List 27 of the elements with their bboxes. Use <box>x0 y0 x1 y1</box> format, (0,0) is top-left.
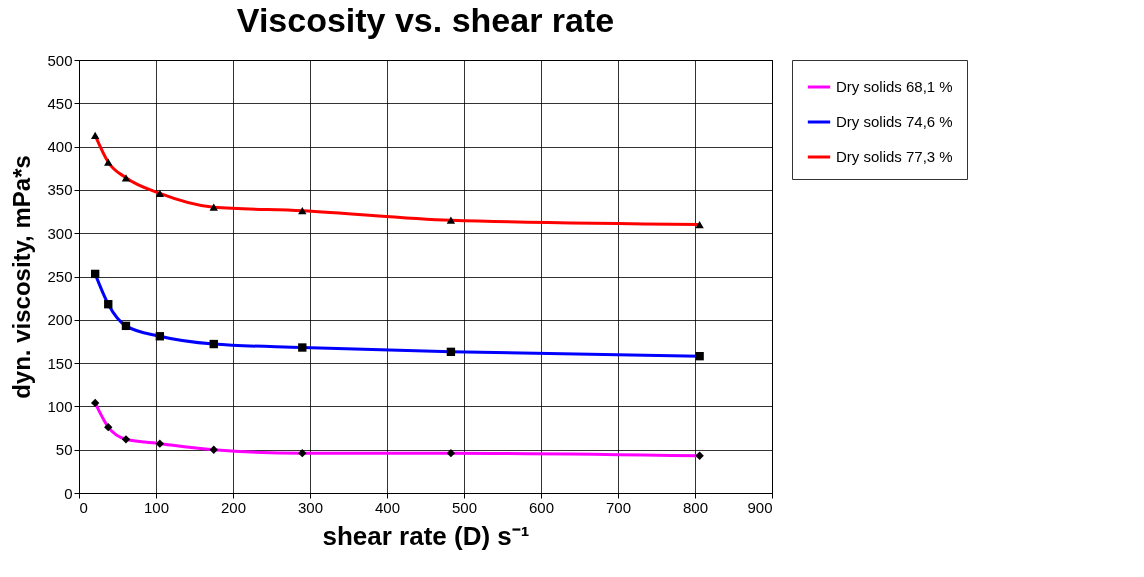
y-tick-label: 500 <box>47 51 73 69</box>
x-tick-label: 500 <box>451 498 478 516</box>
y-tick-label: 250 <box>47 268 73 285</box>
y-tick-label: 350 <box>47 181 73 199</box>
x-tick-label: 100 <box>143 498 170 516</box>
x-tick-label: 900 <box>747 498 773 516</box>
x-tick-label: 200 <box>220 498 247 516</box>
x-tick-label: 700 <box>605 498 632 516</box>
y-tick-label: 150 <box>47 354 73 372</box>
y-tick-label: 400 <box>47 138 73 156</box>
x-tick-label: 0 <box>79 498 88 516</box>
x-axis-title: shear rate (D) s⁻¹ <box>322 520 530 551</box>
y-tick-label: 300 <box>47 224 73 242</box>
x-tick-label: 600 <box>528 498 555 516</box>
x-tick-label: 400 <box>374 498 401 516</box>
legend-label: Dry solids 74,6 % <box>836 113 953 130</box>
y-tick-label: 50 <box>55 441 73 459</box>
y-axis-title: dyn. viscosity, mPa*s <box>8 155 36 399</box>
y-tick-label: 0 <box>64 484 73 502</box>
x-tick-label: 300 <box>297 498 324 516</box>
y-tick-label: 450 <box>47 94 73 112</box>
y-tick-label: 200 <box>47 311 73 329</box>
legend-label: Dry solids 68,1 % <box>836 78 953 95</box>
x-tick-label: 800 <box>682 498 709 516</box>
y-tick-label: 100 <box>47 397 73 415</box>
chart-title: Viscosity vs. shear rate <box>236 1 615 39</box>
legend-label: Dry solids 77,3 % <box>836 148 953 165</box>
